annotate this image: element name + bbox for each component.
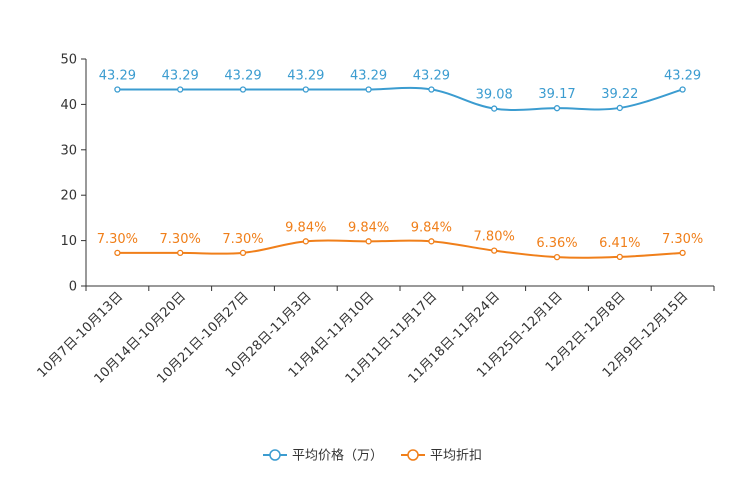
data-point[interactable] <box>491 105 498 112</box>
legend-circle-icon <box>407 449 419 461</box>
legend-item-2[interactable]: 平均折扣 <box>401 449 482 464</box>
y-tick-label: 0 <box>69 280 77 295</box>
data-label: 43.29 <box>162 68 199 83</box>
data-label: 39.22 <box>601 87 638 102</box>
data-label: 6.36% <box>536 236 577 251</box>
y-tick-label: 40 <box>60 98 77 113</box>
data-point[interactable] <box>428 238 435 245</box>
data-label: 9.84% <box>285 220 326 235</box>
data-label: 7.80% <box>474 230 515 245</box>
legend-circle-icon <box>269 449 281 461</box>
y-tick-label: 30 <box>60 143 77 158</box>
data-point[interactable] <box>679 86 686 93</box>
series-2: 7.30% 7.30% 7.30% 9.84% 9.84% 9.84% 7.80% 6.36%… <box>97 220 703 261</box>
data-label: 43.29 <box>287 68 324 83</box>
data-point[interactable] <box>679 249 686 257</box>
data-label: 7.30% <box>222 232 263 247</box>
data-point[interactable] <box>553 253 561 261</box>
data-point[interactable] <box>239 86 247 93</box>
series-layer: 43.29 43.29 43.29 43.29 43.29 43.29 39.08 39.17… <box>97 68 703 261</box>
data-point[interactable] <box>616 104 623 112</box>
data-point[interactable] <box>491 247 498 254</box>
data-point[interactable] <box>114 249 121 257</box>
data-point[interactable] <box>616 253 623 261</box>
data-point[interactable] <box>177 249 184 257</box>
data-label: 43.29 <box>99 68 136 83</box>
data-point[interactable] <box>365 238 372 245</box>
data-label: 7.30% <box>160 232 201 247</box>
data-label: 39.17 <box>538 87 575 102</box>
data-label: 39.08 <box>476 88 513 103</box>
data-label: 43.29 <box>350 68 387 83</box>
data-label: 7.30% <box>97 232 138 247</box>
data-point[interactable] <box>553 105 561 112</box>
data-point[interactable] <box>365 86 372 93</box>
data-label: 7.30% <box>662 232 703 247</box>
series-line <box>117 239 683 259</box>
legend[interactable]: 平均价格（万） 平均折扣 <box>263 448 482 464</box>
data-point[interactable] <box>302 238 309 245</box>
data-point[interactable] <box>302 86 309 93</box>
data-label: 9.84% <box>411 220 452 235</box>
data-point[interactable] <box>239 249 247 257</box>
legend-label: 平均折扣 <box>430 449 482 464</box>
data-label: 43.29 <box>664 68 701 83</box>
data-label: 43.29 <box>413 68 450 83</box>
data-label: 9.84% <box>348 220 389 235</box>
data-label: 43.29 <box>224 68 261 83</box>
data-label: 6.41% <box>599 236 640 251</box>
data-point[interactable] <box>177 86 184 93</box>
y-tick-label: 50 <box>60 53 77 68</box>
y-tick-label: 10 <box>60 234 77 249</box>
y-tick-label: 20 <box>60 189 77 204</box>
data-point[interactable] <box>428 86 435 93</box>
series-line <box>117 86 683 111</box>
data-point[interactable] <box>114 86 121 93</box>
legend-item-1[interactable]: 平均价格（万） <box>263 448 383 464</box>
legend-label: 平均价格（万） <box>292 448 383 464</box>
series-1: 43.29 43.29 43.29 43.29 43.29 43.29 39.08 39.17… <box>99 68 701 112</box>
